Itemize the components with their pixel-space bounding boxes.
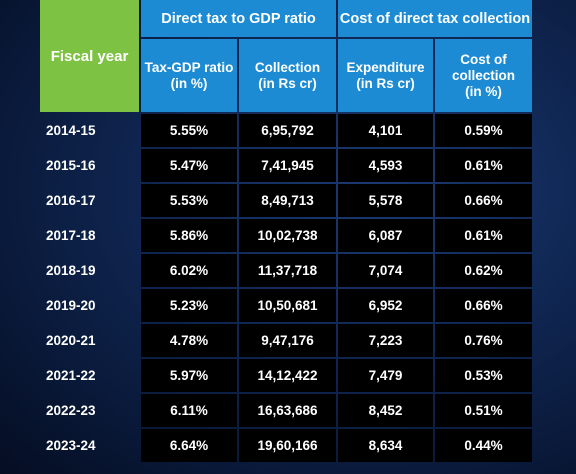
expenditure-cell: 4,593 [338, 149, 433, 182]
cost-cell: 0.61% [435, 219, 532, 252]
cost-cell: 0.51% [435, 394, 532, 427]
table-row: 2023-24 6.64% 19,60,166 8,634 0.44% [40, 429, 532, 462]
table-row: 2020-21 4.78% 9,47,176 7,223 0.76% [40, 324, 532, 357]
expenditure-cell: 8,634 [338, 429, 433, 462]
direct-tax-subheaders: Tax-GDP ratio (in %) Collection (in Rs c… [141, 39, 336, 112]
table-row: 2021-22 5.97% 14,12,422 7,479 0.53% [40, 359, 532, 392]
ratio-cell: 6.02% [141, 254, 237, 287]
ratio-cell: 5.86% [141, 219, 237, 252]
fiscal-year-cell: 2022-23 [46, 403, 96, 418]
ratio-cell: 5.53% [141, 184, 237, 217]
fiscal-year-header: Fiscal year [40, 0, 139, 112]
direct-tax-group: Direct tax to GDP ratio Tax-GDP ratio (i… [141, 0, 336, 112]
collection-cell: 10,02,738 [239, 219, 336, 252]
cost-cell: 0.59% [435, 114, 532, 147]
direct-tax-group-title: Direct tax to GDP ratio [141, 0, 336, 37]
expenditure-cell: 4,101 [338, 114, 433, 147]
ratio-cell: 5.55% [141, 114, 237, 147]
ratio-cell: 4.78% [141, 324, 237, 357]
fiscal-year-cell: 2020-21 [46, 333, 96, 348]
table-row: 2019-20 5.23% 10,50,681 6,952 0.66% [40, 289, 532, 322]
cost-cell: 0.61% [435, 149, 532, 182]
collection-cell: 11,37,718 [239, 254, 336, 287]
ratio-cell: 5.97% [141, 359, 237, 392]
fiscal-year-cell: 2014-15 [46, 123, 96, 138]
collection-cell: 19,60,166 [239, 429, 336, 462]
cost-cell: 0.53% [435, 359, 532, 392]
table-body: 2014-15 5.55% 6,95,792 4,101 0.59% 2015-… [40, 114, 532, 462]
fiscal-year-cell: 2017-18 [46, 228, 96, 243]
tax-gdp-ratio-header: Tax-GDP ratio (in %) [141, 39, 237, 112]
cost-group-title: Cost of direct tax collection [338, 0, 532, 37]
collection-cell: 7,41,945 [239, 149, 336, 182]
table-row: 2015-16 5.47% 7,41,945 4,593 0.61% [40, 149, 532, 182]
fiscal-year-cell: 2018-19 [46, 263, 96, 278]
tax-table: Fiscal year Direct tax to GDP ratio Tax-… [40, 0, 532, 462]
collection-cell: 10,50,681 [239, 289, 336, 322]
expenditure-cell: 7,074 [338, 254, 433, 287]
expenditure-cell: 6,952 [338, 289, 433, 322]
cost-subheaders: Expenditure (in Rs cr) Cost of collectio… [338, 39, 532, 112]
cost-cell: 0.66% [435, 184, 532, 217]
collection-cell: 9,47,176 [239, 324, 336, 357]
cost-cell: 0.76% [435, 324, 532, 357]
table-header: Fiscal year Direct tax to GDP ratio Tax-… [40, 0, 532, 112]
table-row: 2016-17 5.53% 8,49,713 5,578 0.66% [40, 184, 532, 217]
table-row: 2022-23 6.11% 16,63,686 8,452 0.51% [40, 394, 532, 427]
cost-cell: 0.44% [435, 429, 532, 462]
collection-header: Collection (in Rs cr) [239, 39, 336, 112]
cost-of-collection-header: Cost of collection (in %) [435, 39, 532, 112]
cost-cell: 0.62% [435, 254, 532, 287]
collection-cell: 6,95,792 [239, 114, 336, 147]
ratio-cell: 6.64% [141, 429, 237, 462]
table-row: 2014-15 5.55% 6,95,792 4,101 0.59% [40, 114, 532, 147]
expenditure-cell: 8,452 [338, 394, 433, 427]
collection-cell: 16,63,686 [239, 394, 336, 427]
fiscal-year-cell: 2019-20 [46, 298, 96, 313]
collection-cell: 14,12,422 [239, 359, 336, 392]
fiscal-year-cell: 2015-16 [46, 158, 96, 173]
collection-cell: 8,49,713 [239, 184, 336, 217]
table-row: 2017-18 5.86% 10,02,738 6,087 0.61% [40, 219, 532, 252]
fiscal-year-cell: 2023-24 [46, 438, 96, 453]
ratio-cell: 5.23% [141, 289, 237, 322]
expenditure-cell: 6,087 [338, 219, 433, 252]
cost-group: Cost of direct tax collection Expenditur… [338, 0, 532, 112]
expenditure-header: Expenditure (in Rs cr) [338, 39, 433, 112]
fiscal-year-cell: 2016-17 [46, 193, 96, 208]
expenditure-cell: 7,479 [338, 359, 433, 392]
ratio-cell: 5.47% [141, 149, 237, 182]
expenditure-cell: 7,223 [338, 324, 433, 357]
expenditure-cell: 5,578 [338, 184, 433, 217]
table-row: 2018-19 6.02% 11,37,718 7,074 0.62% [40, 254, 532, 287]
cost-cell: 0.66% [435, 289, 532, 322]
ratio-cell: 6.11% [141, 394, 237, 427]
fiscal-year-cell: 2021-22 [46, 368, 96, 383]
